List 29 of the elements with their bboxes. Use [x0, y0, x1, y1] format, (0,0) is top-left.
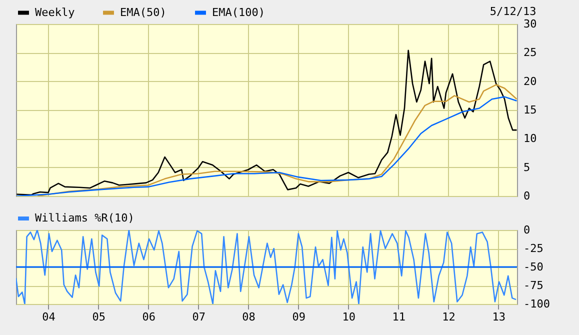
y-tick-label: 20 [524, 74, 537, 88]
legend-label: EMA(50) [120, 6, 166, 19]
y-tick-label: -50 [524, 260, 544, 274]
x-tick-label: 12 [442, 310, 456, 324]
text: 5/12/13 [490, 5, 536, 18]
y-tick-label: -75 [524, 279, 544, 292]
line-series [16, 50, 517, 196]
y-tick-label: 0 [524, 190, 530, 202]
legend-label: Weekly [35, 6, 76, 19]
x-tick-label: 11 [392, 310, 406, 324]
y-tick-label: 30 [524, 18, 537, 30]
x-tick-label: 09 [292, 310, 306, 324]
y-tick-label: 0 [524, 224, 530, 236]
x-tick-label: 10 [342, 310, 356, 324]
x-tick-label: 13 [492, 310, 506, 324]
legend-label: Williams %R(10) [35, 212, 134, 224]
y-tick-label: 10 [524, 132, 537, 146]
y-tick-label: -100 [524, 298, 550, 310]
x-tick-label: 04 [42, 310, 56, 324]
x-tick-label: 08 [242, 310, 256, 324]
legend-label: EMA(100) [212, 6, 265, 19]
x-tick-label: 05 [92, 310, 106, 324]
y-tick-label: 15 [524, 104, 537, 116]
y-tick-label: -25 [524, 242, 544, 255]
x-tick-label: 07 [192, 310, 206, 324]
y-tick-label: 25 [524, 46, 537, 60]
x-tick-label: 06 [142, 310, 156, 324]
y-tick-label: 5 [524, 160, 530, 174]
line-series [16, 230, 517, 304]
